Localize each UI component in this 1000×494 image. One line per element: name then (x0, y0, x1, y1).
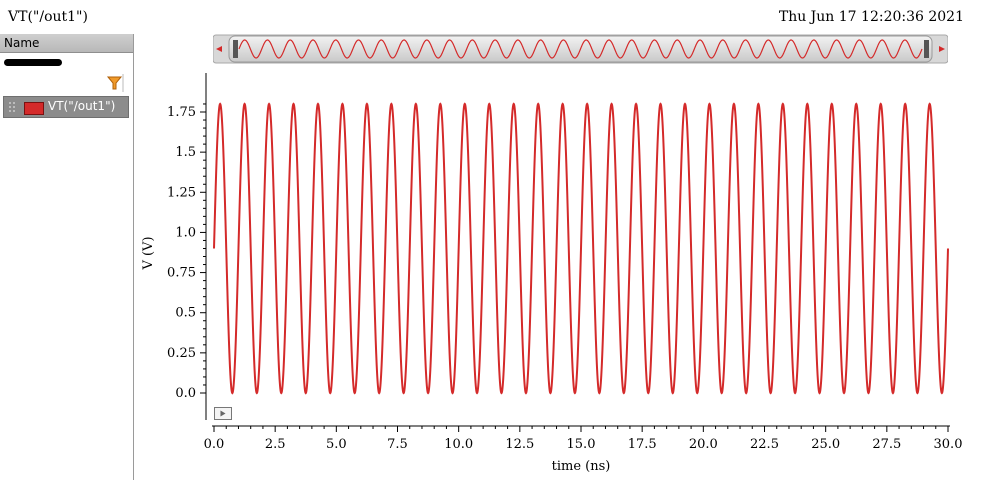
x-tick-label: 2.5 (265, 437, 286, 452)
x-tick-label: 20.0 (689, 437, 718, 452)
x-tick-label: 10.0 (444, 437, 473, 452)
scroll-left-handle[interactable] (233, 40, 238, 58)
y-tick-label: 0.75 (167, 266, 196, 281)
x-tick-label: 27.5 (872, 437, 901, 452)
name-column-header[interactable]: Name (0, 34, 133, 53)
x-axis: 0.0 2.5 5.0 7.5 10.0 12.5 15.0 17.5 20.0 22.5 25.0… (204, 425, 963, 452)
trace-browser-panel: Name VT("/out1") (0, 34, 134, 480)
y-tick-label: 1.5 (175, 145, 196, 160)
x-tick-label: 22.5 (750, 437, 779, 452)
x-tick-label: 25.0 (811, 437, 840, 452)
x-tick-label: 15.0 (567, 437, 596, 452)
x-tick-label: 0.0 (204, 437, 225, 452)
drag-handle-icon[interactable] (7, 100, 17, 114)
trace-label: VT("/out1") (48, 99, 116, 113)
x-tick-label: 12.5 (505, 437, 534, 452)
x-tick-label: 7.5 (387, 437, 408, 452)
x-tick-label: 30.0 (934, 437, 963, 452)
x-tick-label: 17.5 (628, 437, 657, 452)
y-axis: 0.0 0.25 0.5 0.75 1.0 1.25 1.5 1.75 (167, 73, 207, 420)
series-line (213, 102, 949, 395)
y-tick-label: 0.25 (167, 346, 196, 361)
y-tick-label: 0.0 (175, 386, 196, 401)
y-tick-label: 1.25 (167, 185, 196, 200)
window-title: VT("/out1") (8, 9, 88, 25)
y-axis-title: V (V) (141, 236, 156, 270)
redacted-text (4, 59, 62, 66)
trace-list-item[interactable]: VT("/out1") (3, 96, 129, 118)
y-tick-label: 0.5 (175, 306, 196, 321)
filter-funnel-icon[interactable] (106, 74, 124, 92)
scroll-right-handle[interactable] (924, 40, 929, 58)
y-tick-label: 1.75 (167, 105, 196, 120)
y-tick-label: 1.0 (175, 225, 196, 240)
play-icon[interactable] (214, 407, 232, 420)
x-tick-label: 5.0 (326, 437, 347, 452)
overview-waveform (238, 39, 923, 59)
scroll-right-arrow-icon[interactable] (939, 46, 945, 52)
overview-scrollbar[interactable] (213, 33, 948, 65)
scroll-left-arrow-icon[interactable] (216, 46, 222, 52)
timestamp: Thu Jun 17 12:20:36 2021 (778, 9, 964, 25)
trace-color-swatch (24, 102, 44, 115)
waveform-plot: 0.0 0.25 0.5 0.75 1.0 1.25 1.5 1.75 0.0 2.5 5.0 7.… (141, 73, 963, 474)
x-axis-title: time (ns) (552, 459, 611, 474)
